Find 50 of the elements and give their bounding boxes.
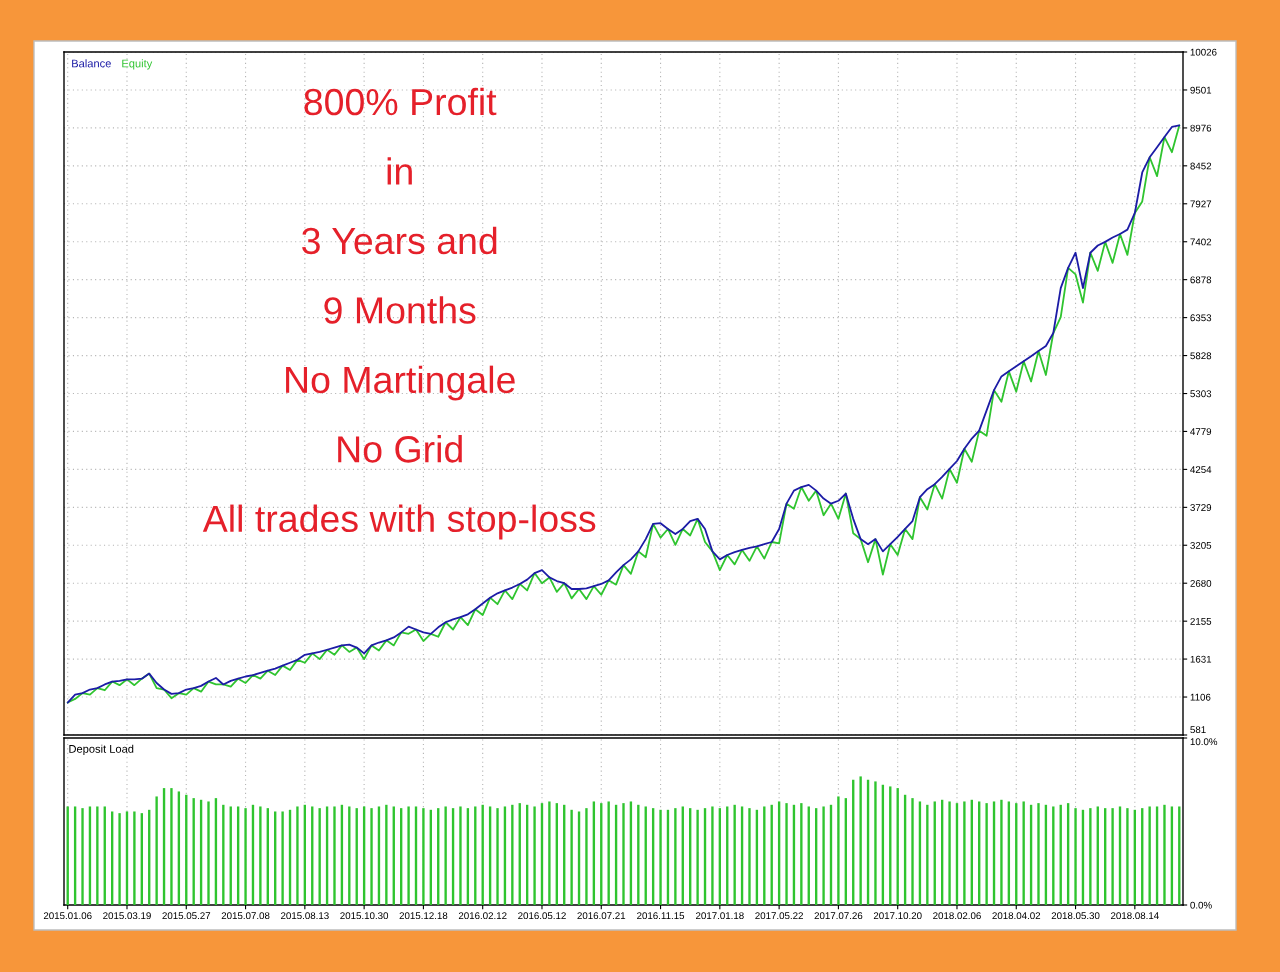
y-tick-label: 3729	[1190, 504, 1212, 511]
x-tick-label: 2018.02.06	[933, 912, 981, 920]
annotation: All trades with stop-loss	[202, 504, 596, 540]
x-tick-label: 2015.07.08	[221, 912, 270, 920]
x-tick-label: 2015.10.30	[340, 912, 389, 920]
x-tick-label: 2018.08.14	[1110, 912, 1159, 920]
y-tick-label: 2680	[1190, 579, 1212, 587]
x-tick-label: 2015.08.13	[281, 912, 329, 920]
y-tick-label: 4254	[1190, 466, 1212, 474]
y-tick-label: 10.0%	[1190, 738, 1218, 746]
annotation: 800% Profit	[304, 87, 497, 116]
y-tick-label: 6353	[1190, 314, 1212, 322]
y-tick-label: 3205	[1190, 541, 1212, 549]
x-tick-label: 2016.07.21	[577, 912, 626, 920]
annotation: in	[387, 157, 412, 185]
y-tick-label: 10026	[1190, 48, 1217, 56]
x-tick-label: 2015.12.18	[399, 912, 448, 920]
annotation: No Grid	[338, 435, 462, 463]
text: Equity	[122, 59, 153, 70]
annotation: 9 Months	[324, 296, 476, 324]
y-tick-label: 5828	[1190, 352, 1212, 360]
y-tick-label: 7402	[1190, 238, 1212, 246]
x-tick-label: 2015.03.19	[103, 912, 151, 920]
x-tick-label: 2017.01.18	[696, 912, 744, 920]
x-tick-label: 2017.05.22	[755, 912, 803, 920]
x-tick-label: 2016.11.15	[637, 912, 685, 920]
text: Balance	[72, 59, 111, 68]
y-tick-label: 2155	[1190, 617, 1212, 625]
x-tick-label: 2017.07.26	[814, 912, 863, 920]
y-tick-label: 9501	[1190, 86, 1212, 94]
x-tick-label: 2016.02.12	[458, 912, 507, 920]
x-tick-label: 2015.05.27	[162, 912, 211, 920]
x-tick-label: 2016.05.12	[518, 912, 566, 920]
x-tick-label: 2018.04.02	[992, 912, 1041, 920]
y-tick-label: 5303	[1190, 390, 1212, 398]
annotation: No Martingale	[286, 365, 515, 401]
x-tick-label: 2015.01.06	[43, 912, 92, 920]
x-tick-label: 2018.05.30	[1051, 912, 1100, 920]
y-tick-label: 1631	[1190, 655, 1212, 663]
y-tick-label: 581	[1190, 726, 1206, 734]
chart-title: Deposit Load	[69, 744, 134, 756]
x-tick-label: 2017.10.20	[873, 912, 922, 920]
annotation: 3 Years and	[302, 226, 497, 255]
y-tick-label: 6878	[1190, 276, 1212, 284]
y-tick-label: 1106	[1190, 693, 1211, 701]
y-tick-label: 0.0%	[1190, 901, 1212, 909]
y-tick-label: 4779	[1190, 428, 1212, 436]
y-tick-label: 8976	[1190, 124, 1212, 132]
y-tick-label: 7927	[1190, 200, 1212, 208]
y-tick-label: 8452	[1190, 162, 1212, 170]
